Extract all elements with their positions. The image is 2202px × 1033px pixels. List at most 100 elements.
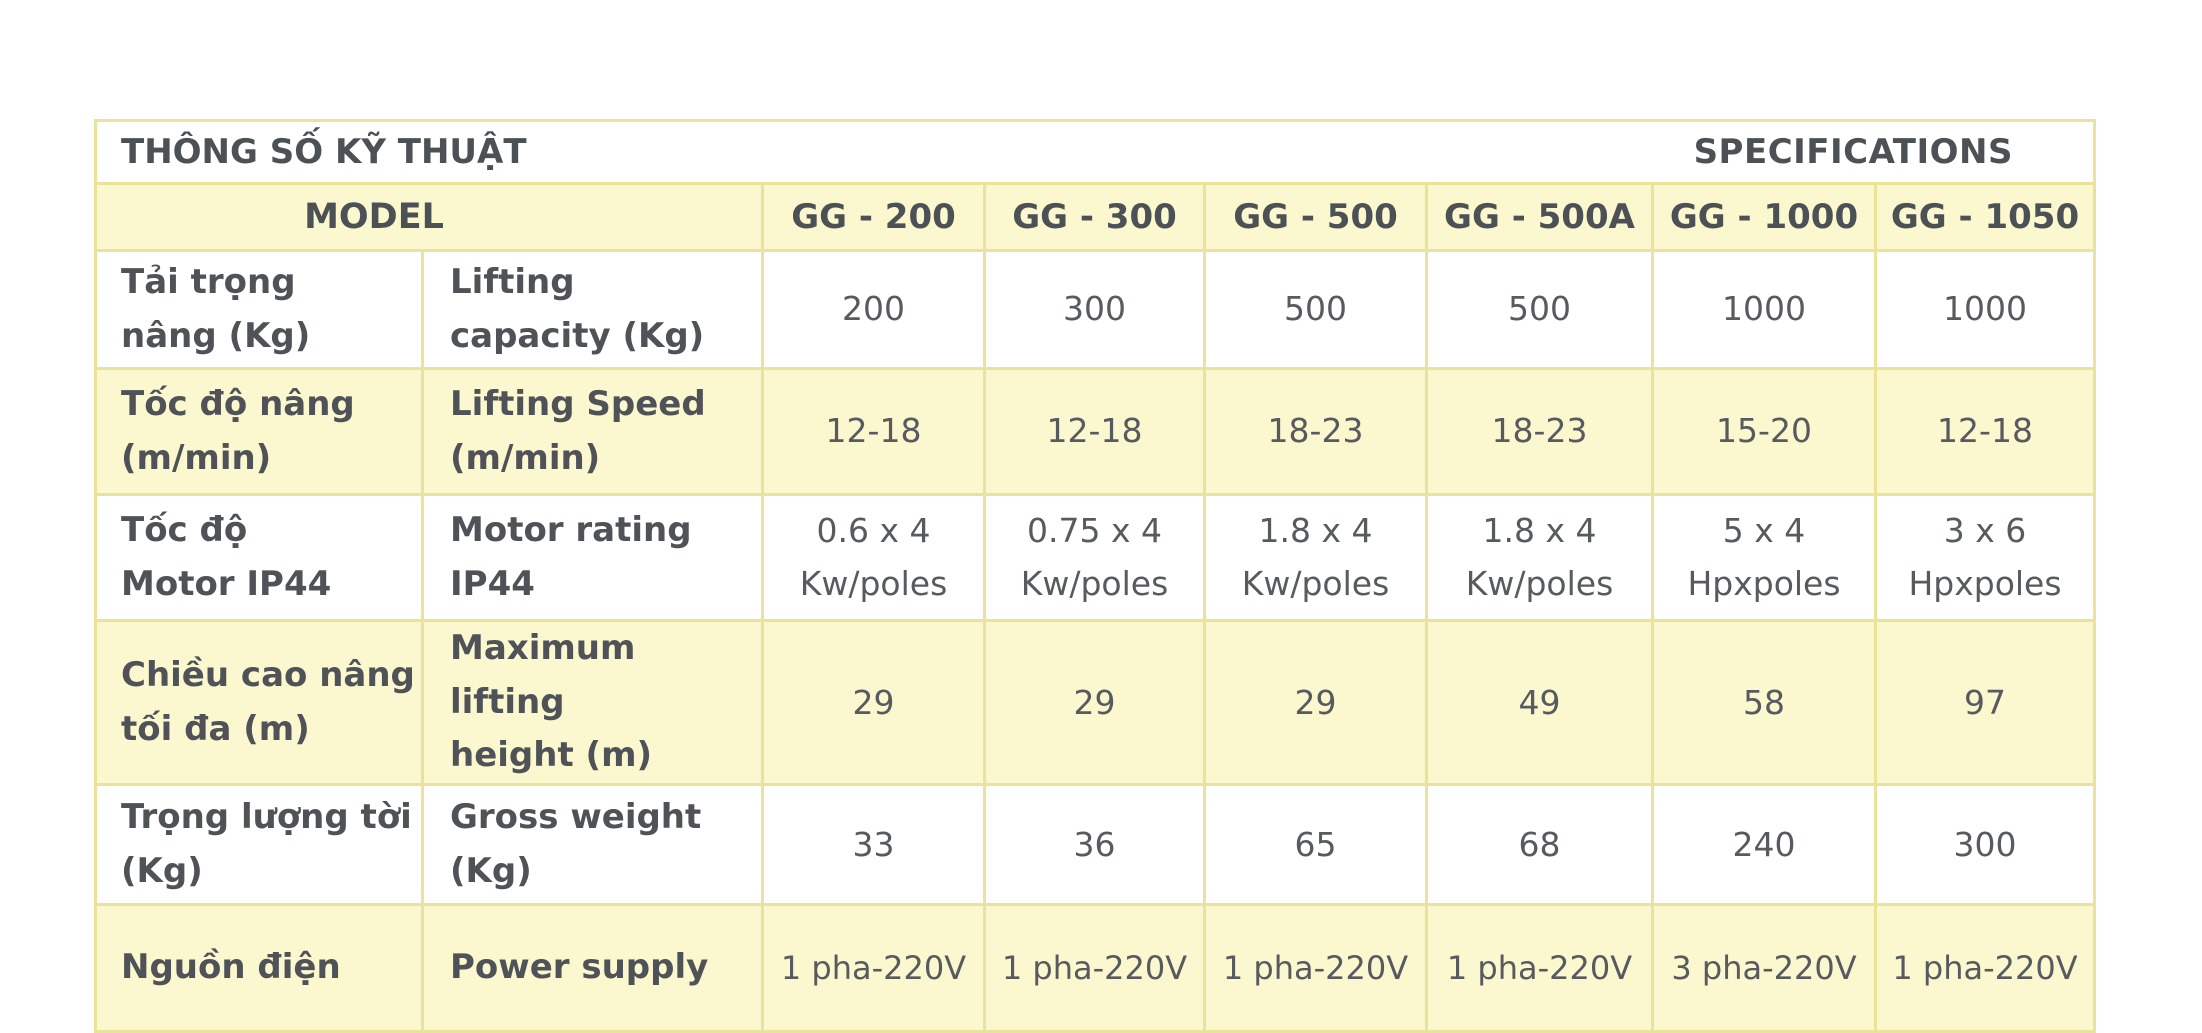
value-cell: 1 pha-220V	[761, 903, 986, 1033]
row-label-line: Gross weight	[450, 796, 702, 837]
table-row-power-supply: Nguồn điện Power supply 1 pha-220V 1 pha…	[94, 903, 2096, 1033]
row-label-line: Chiều cao nâng	[121, 654, 415, 695]
row-label-line: Nguồn điện	[121, 947, 341, 988]
title-vietnamese: THÔNG SỐ KỸ THUẬT	[121, 132, 527, 172]
value-line: Kw/poles	[799, 563, 948, 603]
table-row-lifting-speed: Tốc độ nâng (m/min) Lifting Speed (m/min…	[94, 367, 2096, 496]
value-cell: 1000	[1874, 249, 2096, 370]
value-cell: 49	[1425, 618, 1654, 787]
value-line: Kw/poles	[1020, 563, 1169, 603]
value-line: Kw/poles	[1465, 563, 1614, 603]
row-label-line: height (m)	[450, 735, 653, 776]
value-cell: 1 pha-220V	[983, 903, 1206, 1033]
row-label-line: Lifting Speed	[450, 383, 706, 424]
model-gg-1000: GG - 1000	[1651, 182, 1877, 252]
value-cell: 0.6 x 4 Kw/poles	[761, 493, 986, 622]
row-label-line: Power supply	[450, 947, 709, 988]
row-label-vietnamese: Tải trọng nâng (Kg)	[94, 249, 424, 370]
value-cell: 97	[1874, 618, 2096, 787]
row-label-line: Tốc độ nâng	[121, 383, 355, 424]
value-cell: 29	[1203, 618, 1428, 787]
row-label-line: Motor IP44	[121, 563, 332, 604]
row-label-line: IP44	[450, 563, 535, 604]
row-label-line: (Kg)	[450, 850, 532, 891]
row-label-english: Power supply	[421, 903, 764, 1033]
value-cell: 500	[1203, 249, 1428, 370]
value-cell: 1 pha-220V	[1874, 903, 2096, 1033]
value-cell: 33	[761, 783, 986, 907]
value-cell: 29	[761, 618, 986, 787]
value-cell: 15-20	[1651, 367, 1877, 496]
value-cell: 12-18	[983, 367, 1206, 496]
row-label-vietnamese: Trọng lượng tời (Kg)	[94, 783, 424, 907]
value-cell: 1000	[1651, 249, 1877, 370]
value-cell: 300	[1874, 783, 2096, 907]
row-label-english: Lifting Speed (m/min)	[421, 367, 764, 496]
row-label-line: tối đa (m)	[121, 708, 310, 749]
value-cell: 3 x 6 Hpxpoles	[1874, 493, 2096, 622]
value-line: 0.6 x 4	[816, 511, 931, 551]
value-cell: 3 pha-220V	[1651, 903, 1877, 1033]
value-cell: 300	[983, 249, 1206, 370]
row-label-line: (Kg)	[121, 850, 203, 891]
row-label-vietnamese: Tốc độ Motor IP44	[94, 493, 424, 622]
model-gg-300: GG - 300	[983, 182, 1206, 252]
row-label-vietnamese: Tốc độ nâng (m/min)	[94, 367, 424, 496]
row-label-english: Motor rating IP44	[421, 493, 764, 622]
value-cell: 29	[983, 618, 1206, 787]
value-cell: 0.75 x 4 Kw/poles	[983, 493, 1206, 622]
value-cell: 5 x 4 Hpxpoles	[1651, 493, 1877, 622]
model-gg-1050: GG - 1050	[1874, 182, 2096, 252]
row-label-line: Motor rating	[450, 509, 692, 550]
model-gg-500: GG - 500	[1203, 182, 1428, 252]
row-label-english: Gross weight (Kg)	[421, 783, 764, 907]
row-label-line: capacity (Kg)	[450, 315, 705, 356]
specifications-table: THÔNG SỐ KỸ THUẬT SPECIFICATIONS MODEL G…	[94, 119, 2096, 1033]
row-label-vietnamese: Nguồn điện	[94, 903, 424, 1033]
row-label-english: Maximum lifting height (m)	[421, 618, 764, 787]
row-label-english: Lifting capacity (Kg)	[421, 249, 764, 370]
row-label-line: Tốc độ	[121, 509, 248, 550]
title-cell: THÔNG SỐ KỸ THUẬT SPECIFICATIONS	[94, 119, 2096, 185]
value-cell: 1 pha-220V	[1425, 903, 1654, 1033]
row-label-line: Tải trọng	[121, 261, 296, 302]
value-cell: 1.8 x 4 Kw/poles	[1203, 493, 1428, 622]
model-header-row: MODEL GG - 200 GG - 300 GG - 500 GG - 50…	[94, 182, 2096, 252]
value-cell: 12-18	[1874, 367, 2096, 496]
value-cell: 36	[983, 783, 1206, 907]
value-cell: 240	[1651, 783, 1877, 907]
row-label-line: Trọng lượng tời	[121, 796, 412, 837]
value-cell: 200	[761, 249, 986, 370]
value-line: 3 x 6	[1943, 511, 2027, 551]
value-cell: 65	[1203, 783, 1428, 907]
model-gg-200: GG - 200	[761, 182, 986, 252]
title-row: THÔNG SỐ KỸ THUẬT SPECIFICATIONS	[94, 119, 2096, 185]
value-cell: 1 pha-220V	[1203, 903, 1428, 1033]
value-line: 0.75 x 4	[1027, 511, 1162, 551]
table-row-gross-weight: Trọng lượng tời (Kg) Gross weight (Kg) 3…	[94, 783, 2096, 907]
table-row-max-lifting-height: Chiều cao nâng tối đa (m) Maximum liftin…	[94, 618, 2096, 787]
table-row-lifting-capacity: Tải trọng nâng (Kg) Lifting capacity (Kg…	[94, 249, 2096, 370]
value-line: 1.8 x 4	[1482, 511, 1597, 551]
row-label-line: Lifting	[450, 261, 575, 302]
row-label-line: nâng (Kg)	[121, 315, 311, 356]
value-line: Kw/poles	[1241, 563, 1390, 603]
value-cell: 68	[1425, 783, 1654, 907]
value-cell: 1.8 x 4 Kw/poles	[1425, 493, 1654, 622]
row-label-line: (m/min)	[450, 437, 601, 478]
model-label: MODEL	[94, 182, 764, 252]
model-gg-500a: GG - 500A	[1425, 182, 1654, 252]
value-cell: 18-23	[1203, 367, 1428, 496]
value-cell: 12-18	[761, 367, 986, 496]
row-label-vietnamese: Chiều cao nâng tối đa (m)	[94, 618, 424, 787]
value-cell: 500	[1425, 249, 1654, 370]
value-line: 1.8 x 4	[1258, 511, 1373, 551]
value-line: 5 x 4	[1722, 511, 1806, 551]
value-line: Hpxpoles	[1908, 563, 2062, 603]
value-cell: 18-23	[1425, 367, 1654, 496]
table-row-motor-rating: Tốc độ Motor IP44 Motor rating IP44 0.6 …	[94, 493, 2096, 622]
row-label-line: (m/min)	[121, 437, 272, 478]
row-label-line: Maximum lifting	[450, 628, 636, 722]
title-english: SPECIFICATIONS	[1693, 132, 2013, 172]
value-line: Hpxpoles	[1687, 563, 1841, 603]
